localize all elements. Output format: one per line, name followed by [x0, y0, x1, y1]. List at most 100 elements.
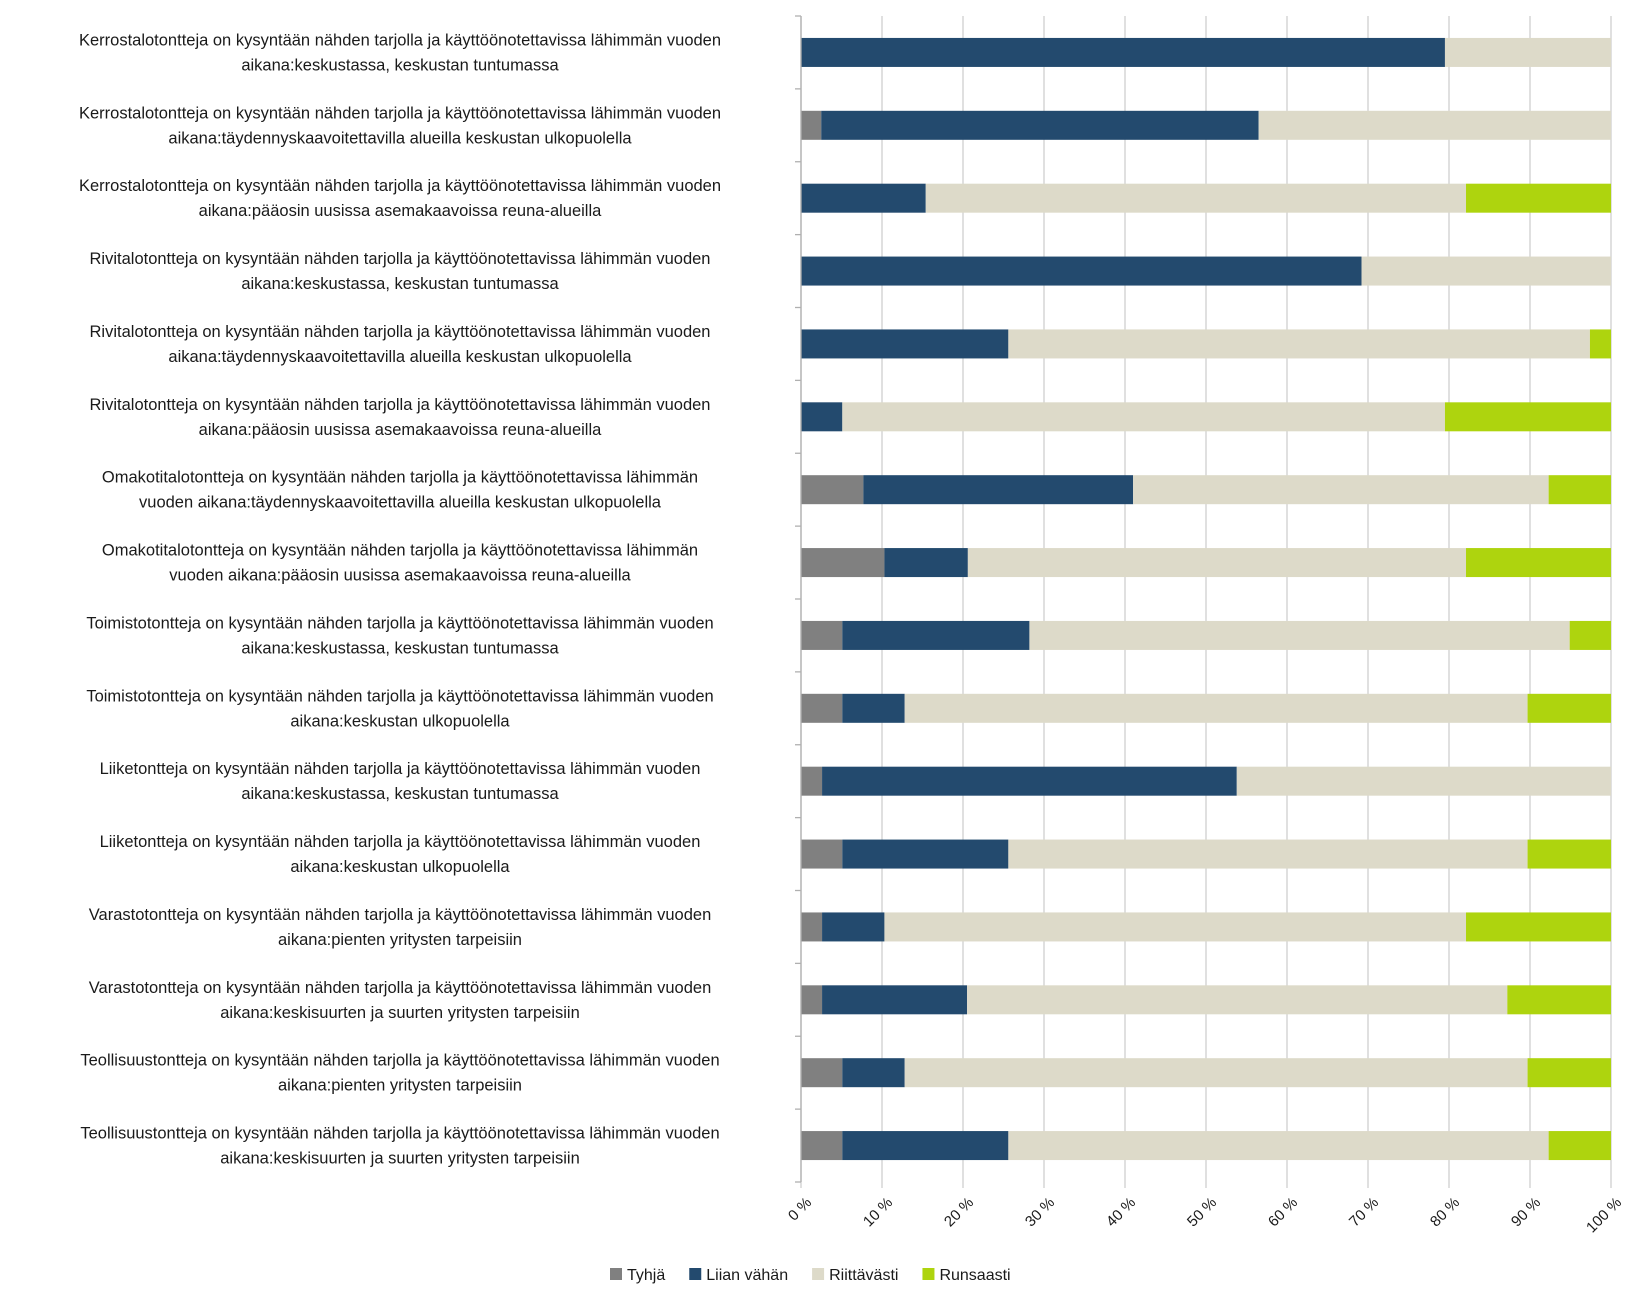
bar-segment-runsaasti: [1507, 985, 1611, 1015]
category-label-line: aikana:täydennyskaavoitettavilla alueill…: [168, 129, 632, 147]
category-label-line: aikana:keskustan ulkopuolella: [290, 858, 510, 876]
bar-segment-riittävästi: [1361, 256, 1611, 286]
category-label: Rivitalotontteja on kysyntään nähden tar…: [90, 323, 711, 366]
value-axis-tick-labels: 0 % 10 % 20 % 30 % 40 % 50 % 60 % 70 % 80 % 90 % 1…: [785, 1194, 1625, 1236]
bar-segment-tyhjä: [801, 693, 843, 723]
category-label-line: aikana:pienten yritysten tarpeisiin: [278, 1077, 522, 1095]
legend-label: Tyhjä: [627, 1267, 665, 1284]
bar-segment-riittävästi: [925, 183, 1467, 213]
bar-segment-riittävästi: [967, 985, 1508, 1015]
bar-segment-runsaasti: [1527, 839, 1611, 869]
category-label-line: Kerrostalotontteja on kysyntään nähden t…: [79, 177, 721, 195]
category-label-line: Teollisuustontteja on kysyntään nähden t…: [80, 1125, 719, 1143]
bar-segment-riittävästi: [1236, 766, 1611, 796]
bar-segment-tyhjä: [801, 110, 822, 140]
category-label: Rivitalotontteja on kysyntään nähden tar…: [90, 250, 711, 293]
legend-swatch: [812, 1268, 825, 1280]
bar-segment-liian-vähän: [842, 839, 1009, 869]
category-label-line: aikana:keskisuurten ja suurten yritysten…: [220, 1004, 580, 1022]
bar-segment-runsaasti: [1444, 402, 1611, 432]
bar-segment-tyhjä: [801, 620, 843, 650]
bar-segment-liian-vähän: [801, 37, 1445, 67]
bar-segment-liian-vähän: [822, 985, 968, 1015]
bar-segment-riittävästi: [842, 402, 1445, 432]
x-tick-label: 60 %: [1265, 1194, 1301, 1230]
bar-segment-riittävästi: [1029, 620, 1570, 650]
category-label: Toimistotontteja on kysyntään nähden tar…: [86, 614, 713, 657]
bar-segment-tyhjä: [801, 766, 823, 796]
bar-segment-runsaasti: [1466, 912, 1611, 942]
category-label-line: Liiketontteja on kysyntään nähden tarjol…: [100, 760, 701, 778]
bar-segment-liian-vähän: [884, 548, 968, 578]
x-tick-label: 0 %: [785, 1194, 815, 1224]
category-label-line: aikana:pääosin uusissa asemakaavoissa re…: [199, 202, 602, 220]
category-label: Liiketontteja on kysyntään nähden tarjol…: [100, 833, 701, 876]
legend-item: Runsaasti: [922, 1267, 1011, 1284]
bar-segment-runsaasti: [1548, 1131, 1611, 1161]
bar-segment-riittävästi: [1008, 839, 1528, 869]
bar-segment-riittävästi: [1258, 110, 1611, 140]
bar-segment-liian-vähän: [801, 256, 1362, 286]
x-tick-label: 30 %: [1022, 1194, 1058, 1230]
category-label: Teollisuustontteja on kysyntään nähden t…: [80, 1125, 719, 1168]
bar-segment-tyhjä: [801, 839, 843, 869]
legend-item: Riittävästi: [812, 1267, 898, 1284]
bar-segment-tyhjä: [801, 548, 885, 578]
category-label-line: Rivitalotontteja on kysyntään nähden tar…: [90, 396, 711, 414]
legend-label: Riittävästi: [829, 1267, 898, 1284]
legend: Tyhjä Liian vähän Riittävästi Runsaasti: [610, 1267, 1011, 1284]
category-label: Omakotitalotontteja on kysyntään nähden …: [102, 542, 698, 585]
category-label: Kerrostalotontteja on kysyntään nähden t…: [79, 104, 721, 147]
bar-segment-liian-vähän: [821, 110, 1259, 140]
category-labels: Kerrostalotontteja on kysyntään nähden t…: [79, 31, 721, 1167]
bar-segment-runsaasti: [1569, 620, 1611, 650]
category-label-line: Kerrostalotontteja on kysyntään nähden t…: [79, 31, 721, 49]
category-label-line: Omakotitalotontteja on kysyntään nähden …: [102, 542, 698, 560]
category-label-line: aikana:keskustan ulkopuolella: [290, 712, 510, 730]
legend-swatch: [689, 1268, 702, 1280]
bar-segment-tyhjä: [801, 475, 864, 505]
category-label-line: Toimistotontteja on kysyntään nähden tar…: [86, 614, 713, 632]
category-label-line: aikana:keskisuurten ja suurten yritysten…: [220, 1150, 580, 1168]
bar-segment-runsaasti: [1527, 693, 1611, 723]
bar-segment-runsaasti: [1466, 183, 1611, 213]
bar-segment-runsaasti: [1466, 548, 1611, 578]
category-label-line: Toimistotontteja on kysyntään nähden tar…: [86, 687, 713, 705]
legend-swatch: [922, 1268, 935, 1280]
category-label: Liiketontteja on kysyntään nähden tarjol…: [100, 760, 701, 803]
category-label: Rivitalotontteja on kysyntään nähden tar…: [90, 396, 711, 439]
bar-segment-liian-vähän: [822, 766, 1237, 796]
category-label: Omakotitalotontteja on kysyntään nähden …: [102, 469, 698, 512]
bar-segment-liian-vähän: [842, 1058, 905, 1088]
bar-segment-riittävästi: [904, 693, 1528, 723]
bar-segment-liian-vähän: [801, 183, 926, 213]
legend-label: Runsaasti: [939, 1267, 1010, 1284]
category-label-line: Omakotitalotontteja on kysyntään nähden …: [102, 469, 698, 487]
category-label-line: aikana:keskustassa, keskustan tuntumassa: [241, 785, 559, 803]
bar-segment-riittävästi: [904, 1058, 1528, 1088]
category-label: Kerrostalotontteja on kysyntään nähden t…: [79, 31, 721, 74]
bar-segment-runsaasti: [1527, 1058, 1611, 1088]
bar-segment-liian-vähän: [842, 620, 1030, 650]
bar-segment-liian-vähän: [842, 693, 905, 723]
bar-segment-liian-vähän: [801, 402, 843, 432]
x-tick-label: 10 %: [860, 1194, 896, 1230]
bar-segment-tyhjä: [801, 1058, 843, 1088]
bar-segment-riittävästi: [1008, 1131, 1549, 1161]
bar-segment-riittävästi: [967, 548, 1467, 578]
x-tick-label: 50 %: [1184, 1194, 1220, 1230]
category-label: Varastotontteja on kysyntään nähden tarj…: [89, 979, 712, 1022]
category-axis-ticks: [795, 15, 801, 1183]
x-tick-label: 70 %: [1346, 1194, 1382, 1230]
category-label-line: vuoden aikana:pääosin uusissa asemakaavo…: [169, 567, 631, 585]
category-label-line: Teollisuustontteja on kysyntään nähden t…: [80, 1052, 719, 1070]
bar-segment-riittävästi: [1444, 37, 1611, 67]
category-label-line: Varastotontteja on kysyntään nähden tarj…: [89, 906, 712, 924]
x-tick-label: 20 %: [941, 1194, 977, 1230]
category-label-line: Varastotontteja on kysyntään nähden tarj…: [89, 979, 712, 997]
category-label: Kerrostalotontteja on kysyntään nähden t…: [79, 177, 721, 220]
category-label-line: aikana:keskustassa, keskustan tuntumassa: [241, 639, 559, 657]
bar-segment-liian-vähän: [801, 329, 1009, 359]
bar-segment-liian-vähän: [863, 475, 1134, 505]
